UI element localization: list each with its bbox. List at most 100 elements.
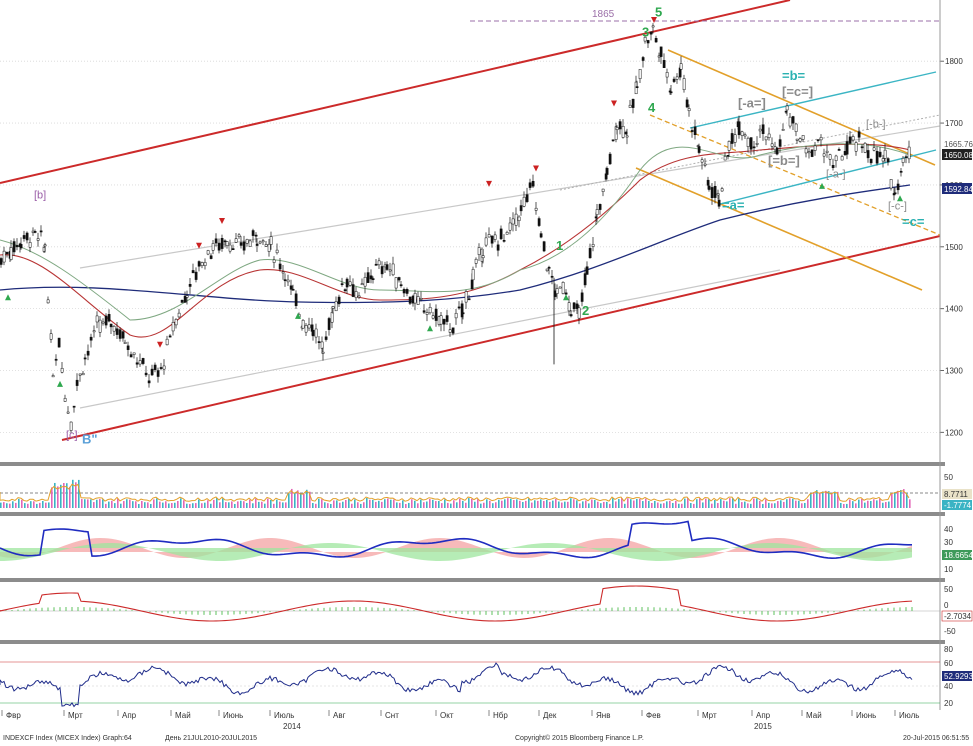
signal-arrows	[5, 17, 903, 387]
down-arrow-icon	[196, 242, 202, 249]
candle-body	[81, 372, 85, 376]
panel1-bar	[84, 499, 86, 508]
panel1-bar	[42, 501, 44, 508]
panel2-label-30: 30	[944, 538, 953, 547]
panel1-bar	[408, 502, 410, 508]
candle-body	[377, 260, 381, 266]
candle-body	[180, 299, 184, 303]
panel1-bar	[309, 491, 311, 508]
candle-body	[366, 272, 370, 283]
candle-body	[878, 151, 882, 157]
candle-body	[542, 241, 546, 252]
panel1-bar	[552, 500, 554, 508]
candle-body	[781, 129, 785, 131]
panel1-bar	[288, 493, 290, 508]
indicator-panel-4	[0, 661, 940, 708]
panel1-bar	[711, 503, 713, 508]
candle-body	[693, 126, 697, 136]
panel1-bar	[621, 498, 623, 508]
panel1-bar	[333, 500, 335, 508]
panel1-bar	[24, 503, 26, 508]
candle-body	[703, 163, 707, 166]
candle-body	[183, 295, 187, 303]
candle-body	[439, 315, 443, 325]
candle-body	[144, 372, 148, 376]
candle-body	[385, 264, 389, 270]
wave-label: [-c-]	[888, 201, 907, 213]
panel1-bar	[237, 501, 239, 508]
candle-body	[904, 156, 908, 159]
panel1-bar	[723, 500, 725, 508]
panel1-bar	[360, 503, 362, 508]
candle-body	[807, 151, 811, 154]
candle-body	[15, 245, 19, 248]
candle-body	[314, 328, 318, 338]
candle-body	[454, 312, 458, 319]
panel1-bar	[540, 499, 542, 508]
candle-body	[135, 362, 139, 365]
panel1-bar	[243, 501, 245, 508]
panel1-bar	[903, 489, 905, 508]
panel1-bar	[852, 501, 854, 508]
separator-3	[0, 578, 945, 582]
candle-body	[837, 149, 841, 151]
candle-body	[101, 321, 105, 324]
panel1-bar	[810, 493, 812, 508]
panel1-bar	[468, 498, 470, 508]
panel1-bar	[450, 503, 452, 508]
candle-body	[490, 235, 494, 244]
panel1-bar	[399, 502, 401, 508]
candle-body	[813, 145, 817, 151]
panel1-bar	[246, 502, 248, 508]
panel1-bar	[135, 501, 137, 508]
panel1-bar	[885, 502, 887, 508]
panel1-bar	[720, 499, 722, 508]
panel1-bar	[108, 501, 110, 508]
candle-body	[901, 158, 905, 163]
panel1-bar	[33, 501, 35, 508]
panel1-bar	[705, 498, 707, 508]
panel1-bar	[318, 498, 320, 508]
panel1-bar	[48, 502, 50, 508]
candle-body	[875, 151, 879, 164]
panel1-bar	[273, 503, 275, 508]
panel2-green-area	[0, 543, 912, 561]
candle-body	[165, 338, 169, 346]
candle-body	[43, 244, 47, 247]
up-arrow-icon	[57, 380, 63, 387]
candle-body	[237, 234, 241, 237]
panel1-bar	[750, 503, 752, 508]
panel1-bar	[789, 498, 791, 508]
panel1-bar	[441, 503, 443, 508]
tag-last: 1650.08	[944, 151, 973, 160]
panel1-bar	[663, 503, 665, 508]
candle-body	[893, 192, 897, 195]
panel1-bar	[525, 500, 527, 508]
x-tick-label: Фвр	[6, 711, 21, 720]
panel1-bar	[210, 503, 212, 508]
panel1-bar	[837, 491, 839, 508]
panel2-label-40: 40	[944, 525, 953, 534]
candle-body	[112, 326, 116, 332]
candle-body	[150, 368, 154, 376]
candle-body	[795, 138, 799, 141]
candle-body	[851, 136, 855, 141]
candle-body	[755, 143, 759, 145]
panel1-bar	[528, 498, 530, 508]
candle-body	[810, 149, 814, 157]
panel1-bar	[156, 498, 158, 508]
indicator-panel-3	[0, 585, 940, 622]
candle-body	[428, 306, 432, 314]
candle-body	[388, 269, 392, 272]
panel1-bar	[18, 498, 20, 508]
panel1-bar	[174, 502, 176, 508]
candle-body	[854, 142, 858, 152]
panel3-label-m50: -50	[944, 627, 956, 636]
panel1-bar	[564, 501, 566, 508]
x-tick-label: Май	[175, 711, 191, 720]
panel1-bar	[477, 499, 479, 508]
panel1-bar	[573, 499, 575, 508]
panel1-bar	[531, 502, 533, 508]
panel2-tag-bg	[942, 550, 972, 560]
panel1-bar	[465, 502, 467, 508]
